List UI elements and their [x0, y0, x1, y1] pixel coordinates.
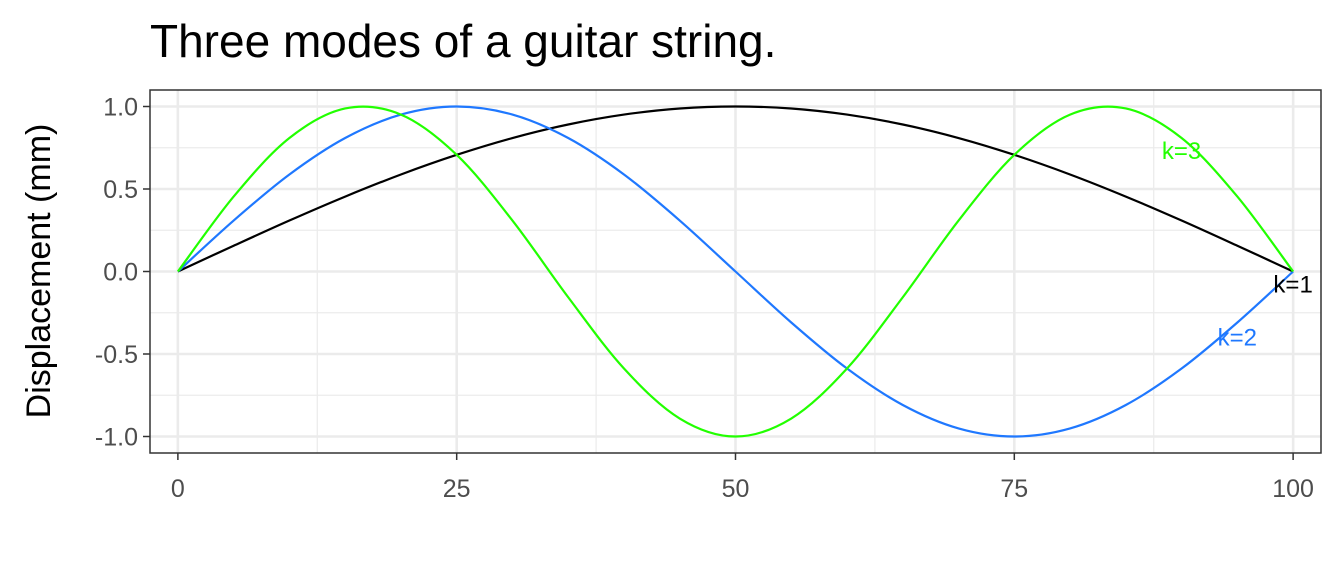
- series-labels: k=1 k=2 k=3: [1162, 138, 1313, 351]
- series-label-k-1: k=1: [1273, 272, 1312, 299]
- y-axis: -1.0 -0.5 0.0 0.5 1.0: [95, 94, 150, 452]
- x-tick-label: 100: [1272, 475, 1314, 503]
- x-tick-label: 75: [1000, 475, 1028, 503]
- series-label-k-2: k=2: [1218, 325, 1257, 352]
- x-tick-label: 25: [443, 475, 471, 503]
- series-line-k-2: [177, 105, 1294, 438]
- x-tick-label: 50: [722, 475, 750, 503]
- series-lines: [176, 105, 1295, 438]
- series-line-k-3: [176, 105, 1295, 438]
- y-tick-label: 0.5: [103, 176, 138, 204]
- chart-title: Three modes of a guitar string.: [150, 15, 777, 67]
- x-tick-label: 0: [171, 475, 185, 503]
- x-axis: 0 25 50 75 100: [171, 453, 1314, 503]
- y-tick-label: 0.0: [103, 259, 138, 287]
- series-label-k-3: k=3: [1162, 138, 1201, 165]
- y-tick-label: -0.5: [95, 341, 138, 369]
- y-axis-title: Displacement (mm): [20, 124, 58, 419]
- series-line-k-1: [177, 105, 1294, 273]
- y-tick-label: -1.0: [95, 424, 138, 452]
- y-tick-label: 1.0: [103, 94, 138, 122]
